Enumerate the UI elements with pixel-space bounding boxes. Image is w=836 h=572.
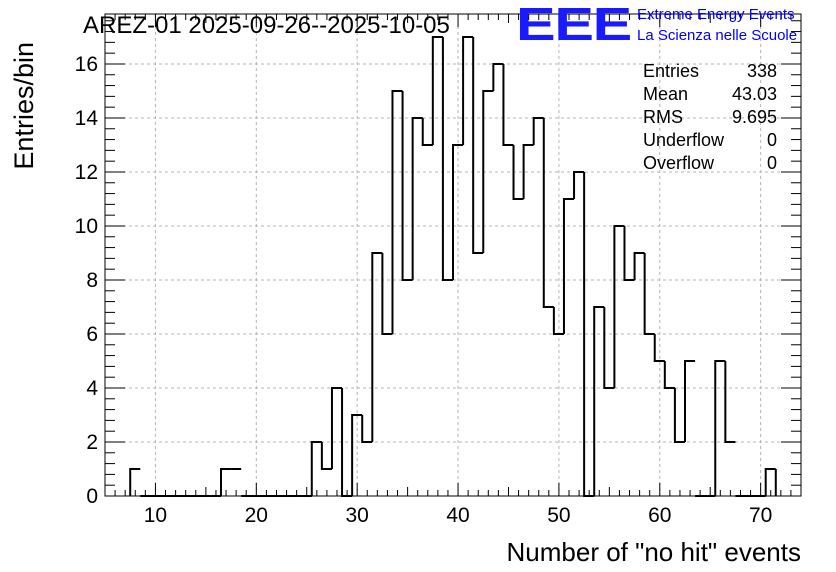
histogram-bin	[492, 62, 504, 91]
x-tick-label: 50	[547, 504, 570, 527]
histogram-bin	[441, 36, 453, 281]
x-tick-label: 40	[446, 504, 469, 527]
histogram-bin	[220, 467, 232, 496]
histogram-bin	[522, 143, 534, 199]
eee-logo-line2: La Scienza nelle Scuole	[637, 27, 797, 44]
histogram-bin	[320, 441, 332, 470]
stats-underflow-value: 0	[767, 130, 777, 150]
histogram-bin	[391, 89, 403, 334]
histogram-bin	[482, 89, 494, 253]
histogram-bin	[472, 36, 484, 254]
histogram-series	[129, 35, 777, 497]
histogram-bin	[371, 251, 383, 442]
histogram-bin	[593, 305, 605, 496]
histogram-bin	[421, 117, 433, 146]
histogram-bin	[502, 63, 514, 146]
histogram-bin	[361, 414, 373, 443]
histogram-bin	[552, 306, 564, 335]
histogram-bin	[542, 117, 554, 308]
eee-logo-line1: Extreme Energy Events	[637, 6, 795, 23]
x-tick-label: 20	[245, 504, 268, 527]
histogram-bin	[431, 35, 443, 145]
chart-title: AREZ-01 2025-09-26--2025-10-05	[83, 12, 450, 39]
histogram-bin	[310, 440, 322, 496]
y-tick-label: 2	[86, 431, 98, 454]
histogram-bin	[129, 467, 141, 496]
axes: 10 20 30 40 50 60 70 0 2 4 6 8 10 12 14 16	[75, 14, 802, 527]
histogram-bin	[330, 386, 343, 469]
stats-rms-label: RMS	[643, 107, 683, 127]
histogram-bin	[684, 359, 696, 442]
histogram-bin	[673, 387, 685, 443]
stats-mean-label: Mean	[643, 84, 688, 104]
stats-overflow-value: 0	[767, 153, 777, 173]
x-tick-label: 10	[144, 504, 167, 527]
x-tick-label: 70	[749, 504, 772, 527]
histogram-bin	[532, 116, 544, 145]
histogram-bin	[381, 252, 393, 335]
histogram-bin	[764, 467, 776, 496]
x-axis-label: Number of "no hit" events	[507, 537, 802, 567]
y-tick-label: 4	[86, 377, 98, 400]
eee-logo: EEE Extreme Energy Events La Scienza nel…	[516, 0, 797, 50]
histogram-bin	[462, 35, 474, 145]
y-tick-label: 0	[86, 485, 98, 508]
y-axis-label: Entries/bin	[9, 42, 39, 170]
histogram-bin	[613, 224, 625, 388]
eee-logo-mark: EEE	[516, 0, 631, 50]
stats-rms-value: 9.695	[732, 107, 777, 127]
y-tick-label: 10	[75, 215, 98, 238]
histogram-bin	[411, 116, 423, 280]
y-tick-label: 16	[75, 53, 98, 76]
histogram-bin	[653, 333, 665, 362]
histogram-bin	[623, 225, 635, 281]
x-tick-label: 60	[648, 504, 671, 527]
x-tick-label: 30	[345, 504, 368, 527]
y-tick-label: 6	[86, 323, 98, 346]
y-tick-label: 12	[75, 161, 98, 184]
histogram-bin	[633, 251, 645, 280]
histogram-bin	[714, 359, 726, 496]
stats-entries-label: Entries	[643, 61, 699, 81]
y-tick-label: 8	[86, 269, 98, 292]
histogram-bin	[663, 360, 675, 389]
stats-overflow-label: Overflow	[643, 153, 715, 173]
histogram-bin	[562, 197, 575, 334]
histogram-bin	[724, 360, 736, 443]
stats-underflow-label: Underflow	[643, 130, 725, 150]
histogram-bin	[452, 143, 464, 280]
stats-entries-value: 338	[747, 61, 777, 81]
plot-frame	[104, 13, 802, 497]
stats-box: Entries 338 Mean 43.03 RMS 9.695 Underfl…	[643, 61, 777, 173]
histogram-bin	[512, 144, 524, 200]
histogram-bin	[401, 90, 413, 281]
histogram-bin	[351, 413, 363, 496]
histogram-bin	[603, 306, 615, 389]
stats-mean-value: 43.03	[732, 84, 777, 104]
histogram-bin	[573, 170, 585, 199]
histogram-bin	[643, 252, 655, 335]
y-tick-label: 14	[75, 107, 99, 130]
